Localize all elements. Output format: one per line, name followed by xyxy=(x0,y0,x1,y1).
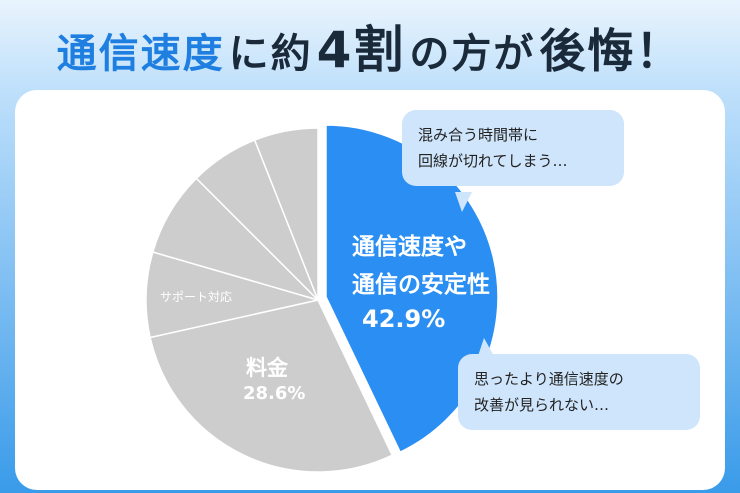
callout-tail xyxy=(478,338,494,356)
callout-tail xyxy=(455,192,472,212)
title-part: 通信速度 xyxy=(56,31,225,77)
title-part: 4割 xyxy=(316,21,406,79)
callout: 思ったより通信速度の 改善が見られない… xyxy=(458,354,700,430)
slice-label: 料金 xyxy=(246,356,288,380)
pie-slice xyxy=(325,124,499,454)
title: 通信速度 に約4割 の方が後悔！ xyxy=(0,10,740,82)
title-part: の方が xyxy=(409,31,536,77)
value-label: 42.9% xyxy=(362,305,446,333)
slice-label: サポート対応 xyxy=(160,290,233,304)
pie-slice xyxy=(253,127,319,301)
slice-label: 通信速度や 通信の安定性 xyxy=(352,234,490,298)
title-part: に約 xyxy=(228,31,313,77)
callout: 混み合う時間帯に 回線が切れてしまう… xyxy=(402,110,624,186)
value-label: 28.6% xyxy=(243,383,306,404)
title-part: 後悔！ xyxy=(539,24,684,78)
pie-slice xyxy=(149,299,394,473)
